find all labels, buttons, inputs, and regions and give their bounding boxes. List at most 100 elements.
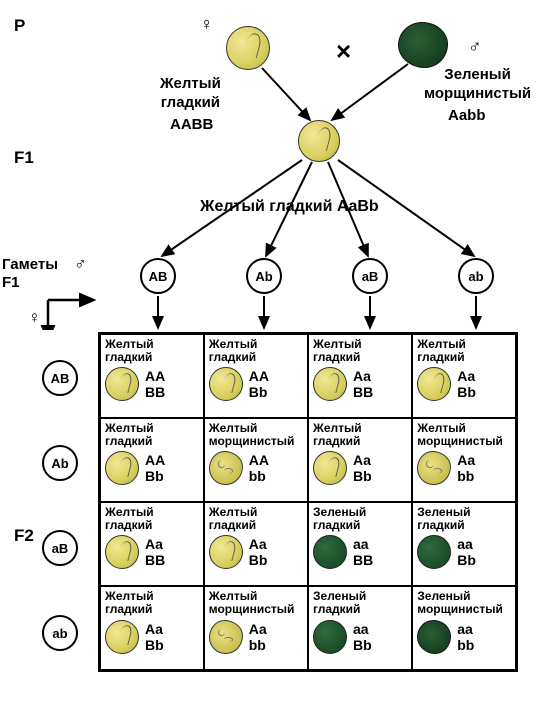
punnett-cell: Желтый гладкийAaBb (100, 586, 204, 670)
punnett-cell: Желтый гладкий AABb (100, 418, 204, 502)
punnett-grid: Желтый гладкийAABBЖелтый гладкийAABbЖелт… (98, 332, 518, 672)
cell-genotype: AAbb (249, 452, 269, 484)
cell-phenotype: Желтый гладкий (209, 338, 303, 364)
cell-genotype: aaBb (353, 621, 372, 653)
cell-pea-icon (209, 451, 243, 485)
punnett-cell: Желтый гладкий AABb (204, 334, 308, 418)
label-gametes: Гаметы F1 (2, 256, 58, 292)
cell-phenotype: Желтый гладкий (105, 422, 199, 448)
cell-body: aaBb (417, 535, 511, 569)
label-p: P (14, 16, 25, 36)
female-gametes-col: AB Ab aB ab (42, 360, 78, 651)
punnett-cell: Желтый морщинистый AAbb (204, 418, 308, 502)
cell-genotype: AABb (145, 452, 165, 484)
cell-genotype: AaBb (249, 536, 268, 568)
gamete-female-2: aB (42, 530, 78, 566)
punnett-cell: Желтый морщинистыйAabb (412, 418, 516, 502)
gamete-female-1: Ab (42, 445, 78, 481)
female-symbol-2: ♀ (28, 308, 41, 328)
cell-body: AABB (105, 367, 199, 401)
cell-genotype: aaBb (457, 536, 476, 568)
cell-genotype: AaBb (457, 368, 476, 400)
cell-pea-icon (209, 367, 243, 401)
f1-phenotype: Желтый гладкий (200, 198, 332, 215)
cell-pea-icon (105, 367, 139, 401)
cell-genotype: Aabb (457, 452, 475, 484)
punnett-cell: Зеленый гладкий aaBb (308, 586, 412, 670)
cell-genotype: AaBb (353, 452, 372, 484)
cell-body: aaBB (313, 535, 407, 569)
cell-phenotype: Желтый гладкий (209, 506, 303, 532)
punnett-cell: Желтый гладкий AaBb (204, 502, 308, 586)
mother-phenotype: Желтый гладкий (160, 75, 221, 113)
punnett-cell: Желтый гладкий AaBB (308, 334, 412, 418)
f1-genotype: AaBb (337, 198, 379, 215)
cell-body: aabb (417, 620, 511, 654)
f1-label: Желтый гладкий AaBb (200, 198, 379, 216)
cell-phenotype: Желтый гладкий (313, 338, 407, 364)
male-symbol: ♂ (468, 36, 482, 57)
father-phenotype: Зеленый морщинистый (424, 66, 531, 104)
cell-pea-icon (417, 535, 451, 569)
gamete-female-0: AB (42, 360, 78, 396)
cell-pea-icon (313, 620, 347, 654)
cell-body: Aabb (209, 620, 303, 654)
gamete-male-3: ab (458, 258, 494, 294)
punnett-cell: Желтый гладкий AABB (100, 334, 204, 418)
cell-body: AABb (209, 367, 303, 401)
cell-pea-icon (209, 535, 243, 569)
punnett-cell: Желтый гладкий AaBb (308, 418, 412, 502)
cell-genotype: AABb (249, 368, 269, 400)
cell-phenotype: Желтый гладкий (313, 422, 407, 448)
cell-body: AABb (105, 451, 199, 485)
gamete-female-3: ab (42, 615, 78, 651)
punnett-cell: Желтый морщинистый Aabb (204, 586, 308, 670)
father-pea (398, 22, 448, 68)
cell-body: AaBb (313, 451, 407, 485)
f1-pea (298, 120, 340, 162)
cell-genotype: AABB (145, 368, 165, 400)
punnett-cell: Зеленый морщинистый aabb (412, 586, 516, 670)
cell-pea-icon (417, 367, 451, 401)
punnett-table: Желтый гладкийAABBЖелтый гладкийAABbЖелт… (98, 332, 518, 672)
mother-genotype: AABB (170, 116, 213, 133)
cell-phenotype: Желтый гладкий (105, 506, 199, 532)
cell-phenotype: Желтый гладкий (105, 338, 199, 364)
cross-symbol: × (336, 36, 351, 67)
cell-body: Aabb (417, 451, 511, 485)
female-symbol: ♀ (200, 14, 214, 35)
cell-pea-icon (417, 620, 451, 654)
gamete-male-0: AB (140, 258, 176, 294)
punnett-cell: Зеленый гладкий aaBb (412, 502, 516, 586)
father-genotype: Aabb (448, 107, 486, 124)
cell-pea-icon (313, 535, 347, 569)
cell-phenotype: Желтый гладкий (417, 338, 511, 364)
cell-genotype: aaBB (353, 536, 373, 568)
cell-body: AaBb (105, 620, 199, 654)
cell-body: aaBb (313, 620, 407, 654)
cell-pea-icon (313, 451, 347, 485)
label-f1: F1 (14, 148, 34, 168)
cell-phenotype: Зеленый гладкий (417, 506, 511, 532)
cell-genotype: AaBB (145, 536, 165, 568)
punnett-cell: Зеленый гладкийaaBB (308, 502, 412, 586)
punnett-cell: Желтый гладкий AaBB (100, 502, 204, 586)
cell-body: AaBB (105, 535, 199, 569)
cell-phenotype: Желтый морщинистый (209, 590, 303, 616)
cell-pea-icon (105, 451, 139, 485)
cell-body: AaBb (417, 367, 511, 401)
cross-diagram: P F1 ♀ ♂ × Желтый гладкий AABB Зеленый м… (0, 0, 544, 300)
cell-genotype: Aabb (249, 621, 267, 653)
cell-genotype: AaBB (353, 368, 373, 400)
cell-pea-icon (209, 620, 243, 654)
cell-phenotype: Желтый морщинистый (209, 422, 303, 448)
cell-genotype: aabb (457, 621, 474, 653)
label-f2: F2 (14, 526, 34, 546)
cell-phenotype: Зеленый морщинистый (417, 590, 511, 616)
gamete-male-1: Ab (246, 258, 282, 294)
cell-pea-icon (105, 620, 139, 654)
cell-pea-icon (417, 451, 451, 485)
cell-body: AaBB (313, 367, 407, 401)
cell-genotype: AaBb (145, 621, 164, 653)
cell-phenotype: Зеленый гладкий (313, 590, 407, 616)
